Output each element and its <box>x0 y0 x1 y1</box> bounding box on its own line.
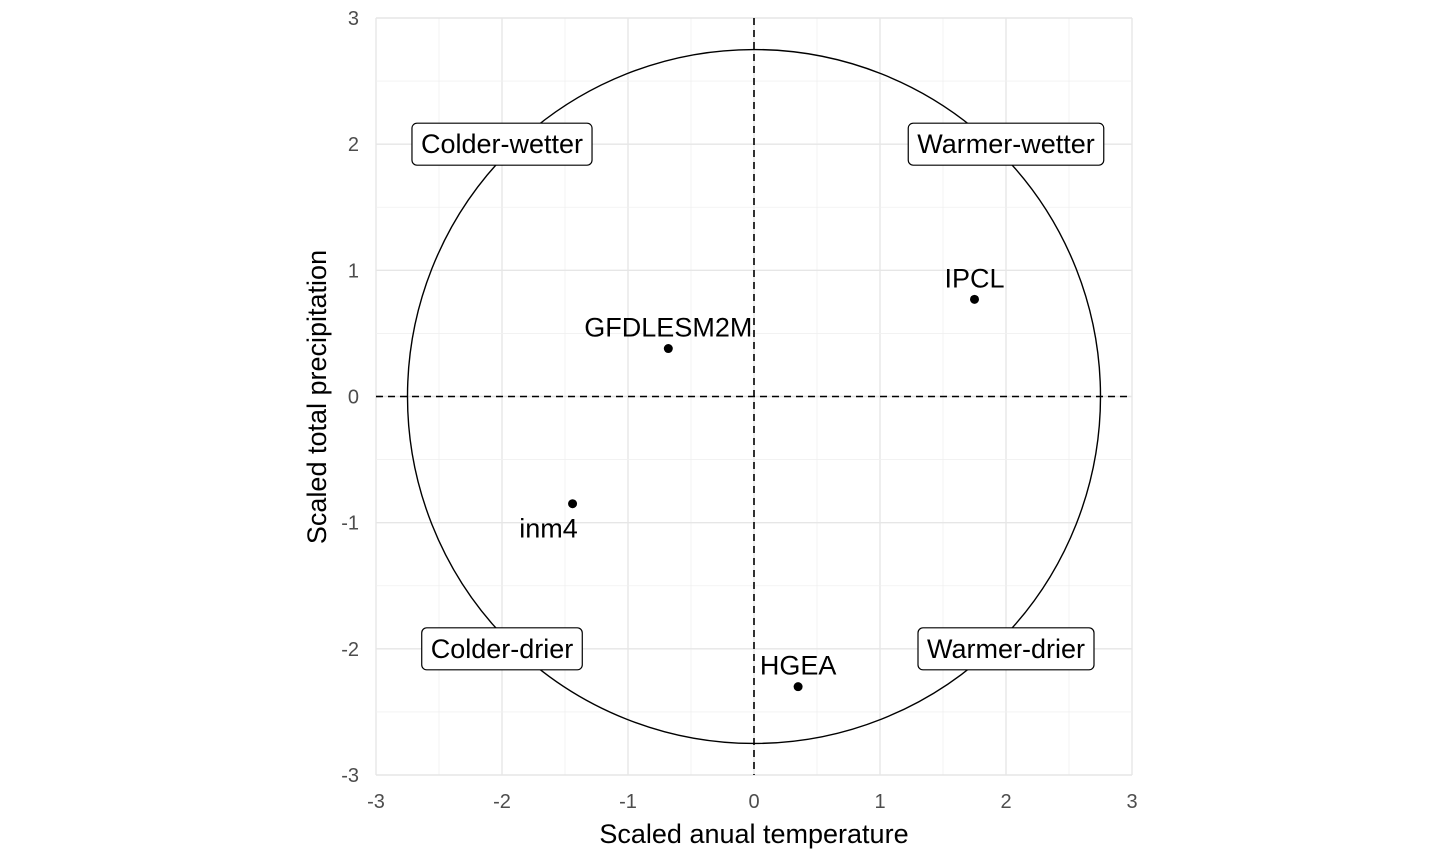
x-tick-label: -1 <box>619 791 637 813</box>
quadrant-label: Warmer-drier <box>917 627 1095 671</box>
quadrant-label-text: Colder-drier <box>431 634 574 664</box>
point-label: IPCL <box>944 263 1004 293</box>
y-tick-label: 1 <box>348 260 359 282</box>
x-tick-label: 1 <box>874 791 885 813</box>
y-tick-label: -3 <box>341 765 359 787</box>
quadrant-label-text: Warmer-wetter <box>917 129 1095 159</box>
quadrant-label-box <box>421 627 583 671</box>
quadrant-label-box <box>411 122 593 166</box>
quadrant-label: Colder-wetter <box>411 122 593 166</box>
reference-circle <box>406 48 1102 745</box>
data-point <box>970 294 979 304</box>
quadrant-label-text: Colder-wetter <box>421 129 583 159</box>
y-tick-label: 0 <box>348 387 359 409</box>
y-axis-ticks: -3 -2 -1 0 1 2 3 <box>341 8 359 787</box>
data-point <box>663 344 673 354</box>
y-tick-label: 3 <box>348 8 359 30</box>
data-point <box>568 499 578 509</box>
x-tick-label: 0 <box>748 791 759 813</box>
y-tick-label: -2 <box>341 639 359 661</box>
quadrant-labels: Colder-wetter Warmer-wetter Colder-drier Wa… <box>411 122 1105 671</box>
x-tick-label: 2 <box>1000 791 1011 813</box>
y-tick-label: 2 <box>348 134 359 156</box>
quadrant-label-box <box>907 122 1105 166</box>
y-axis-title: Scaled total precipitation <box>302 250 332 544</box>
reference-lines <box>376 18 1132 775</box>
x-tick-label: -2 <box>493 791 511 813</box>
quadrant-label: Colder-drier <box>421 627 583 671</box>
x-tick-label: -3 <box>367 791 385 813</box>
quadrant-label-text: Warmer-drier <box>927 634 1085 664</box>
x-axis-ticks: -3 -2 -1 0 1 2 3 <box>367 791 1137 813</box>
y-tick-label: -1 <box>341 513 359 535</box>
data-points: IPCL GFDLESM2M inm4 HGEA <box>519 263 1005 692</box>
point-label: GFDLESM2M <box>584 313 752 343</box>
data-point <box>793 682 803 692</box>
quadrant-label-box <box>917 627 1095 671</box>
x-tick-label: 3 <box>1126 791 1137 813</box>
point-label: inm4 <box>519 514 578 544</box>
quadrant-label: Warmer-wetter <box>907 122 1105 166</box>
point-label: HGEA <box>760 651 837 681</box>
reference-circle-group <box>406 48 1102 745</box>
x-axis-title: Scaled anual temperature <box>599 819 908 849</box>
